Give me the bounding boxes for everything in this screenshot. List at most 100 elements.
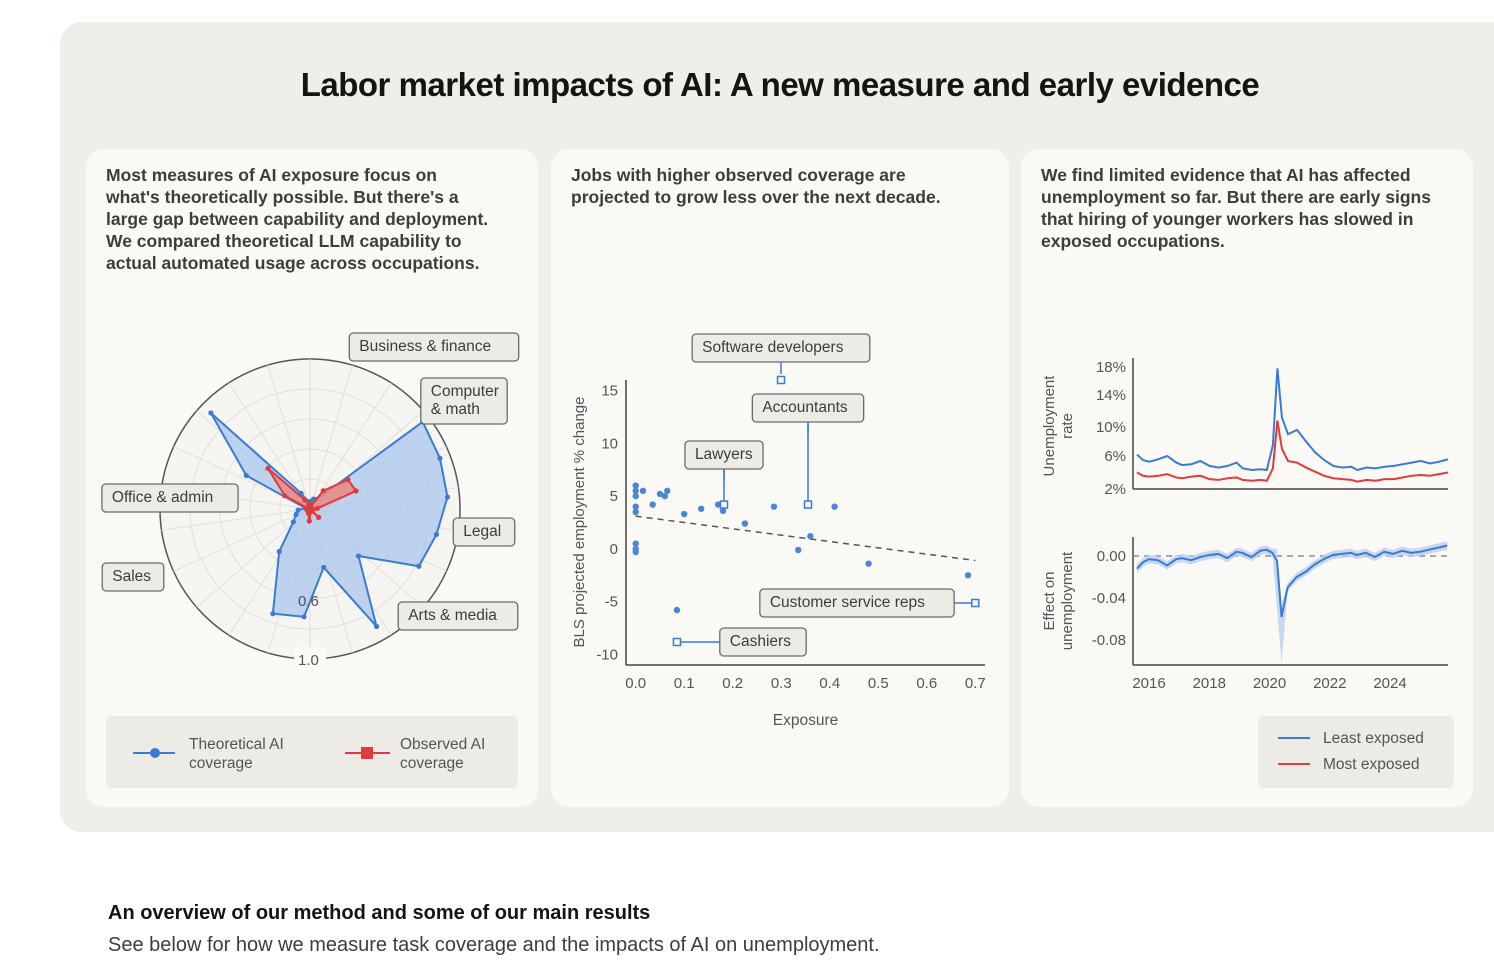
line-legend: Least exposed Most exposed [1258, 716, 1454, 788]
effect-y-tick: -0.04 [1092, 590, 1126, 607]
scatter-y-tick: -10 [596, 646, 618, 663]
panel-radar-text-line: We compared theoretical LLM capability t… [106, 231, 462, 251]
effect-confidence-band [1136, 541, 1448, 664]
callout-anchor [971, 598, 980, 608]
callout-lawyers: Lawyers [684, 440, 764, 470]
effect-chart: 0.00 -0.04 -0.08 2016 2018 2020 2022 2024 Effect… [1041, 537, 1448, 692]
callout-customer-service-reps-box [759, 588, 955, 618]
radar-spoke [173, 508, 311, 572]
panel-scatter-text-line: projected to grow less over the next dec… [571, 187, 941, 207]
observed-point [320, 488, 326, 494]
callout-anchor [719, 500, 729, 509]
least-exposed-line [1136, 368, 1449, 472]
observed-legend-label: Observed AI coverage [400, 735, 485, 773]
callout-customer-service-reps: Customer service reps [759, 588, 955, 618]
radar-tick-label: 0.6 [298, 593, 319, 610]
scatter-point [632, 508, 639, 516]
theoretical-point [208, 410, 214, 416]
scatter-point [639, 487, 647, 495]
scatter-point [632, 492, 639, 500]
theoretical-point [444, 494, 451, 500]
panel-unemployment-text-line: exposed occupations. [1041, 231, 1225, 251]
scatter-y-tick: 0 [610, 541, 618, 558]
observed-point [316, 514, 322, 520]
panel-radar-text-line: actual automated usage across occupation… [106, 253, 480, 273]
effect-x-tick: 2018 [1193, 675, 1226, 692]
radar-spoke [309, 382, 392, 510]
scatter-x-tick: 0.4 [819, 675, 840, 692]
panel-radar-text-line: large gap between capability and deploym… [106, 209, 489, 229]
scatter-x-tick: 0.1 [674, 675, 695, 692]
scatter-point [632, 548, 639, 556]
effect-x-tick: 2022 [1313, 675, 1346, 692]
effect-x-tick: 2024 [1373, 675, 1406, 692]
most-exposed-legend-label: Most exposed [1323, 756, 1420, 773]
scatter-x-tick: 0.3 [771, 675, 792, 692]
theoretical-point [276, 548, 282, 555]
panel-unemployment-text: We find limited evidence that AI has aff… [1041, 164, 1431, 252]
least-exposed-legend-label: Least exposed [1323, 730, 1424, 747]
scatter-x-label: Exposure [773, 712, 838, 729]
callout-software-developers: Software developers [691, 333, 871, 363]
panel-scatter: Jobs with higher observed coverage are p… [551, 149, 1009, 807]
legend-line: Observed AI [400, 736, 486, 753]
radar-label-business-finance-text: Business & finance [359, 338, 491, 355]
effect-y-tick: 0.00 [1097, 548, 1126, 565]
radar-label-legal-text: Legal [463, 523, 501, 540]
observed-point [353, 488, 359, 494]
radar-legend: Theoretical AI coverage Observed AI cove… [106, 716, 518, 788]
scatter-point [673, 606, 681, 614]
unemp-y-label: Unemploymentrate [1041, 375, 1076, 477]
theoretical-point [293, 511, 299, 518]
observed-point [306, 518, 312, 524]
effect-y-label: Effect onunemployment [1041, 551, 1076, 650]
callout-anchor [776, 375, 786, 385]
theoretical-legend-marker [133, 748, 175, 758]
effect-x-tick: 2020 [1253, 675, 1286, 692]
radar-label-arts-media-box [397, 601, 519, 631]
unemp-y-tick: 2% [1104, 481, 1126, 498]
theoretical-point [355, 553, 362, 559]
radar-label-office-admin-text: Office & admin [112, 489, 213, 506]
panel-scatter-text: Jobs with higher observed coverage are p… [571, 164, 941, 208]
radar-label-office-admin: Office & admin [101, 483, 239, 513]
radar-label-arts-media: Arts & media [397, 601, 519, 631]
radar-tick-label: 1.0 [298, 652, 319, 669]
most-exposed-line [1136, 420, 1449, 483]
radar-chart: 0.6 1.0 Business & finance Computer& math Le… [101, 332, 520, 669]
callout-anchor [803, 500, 813, 509]
callout-customer-service-reps-text: Customer service reps [770, 594, 925, 611]
theoretical-point [321, 564, 327, 571]
legend-line: Theoretical AI [189, 736, 284, 753]
radar-label-computer-math-text: Computer [431, 383, 499, 400]
theoretical-point [373, 623, 380, 630]
scatter-x-tick: 0.0 [625, 675, 646, 692]
scatter-point [632, 482, 639, 489]
scatter-x-tick: 0.2 [722, 675, 743, 692]
scatter-point [831, 503, 838, 510]
radar-spoke [161, 508, 311, 531]
scatter-y-tick: 10 [601, 435, 618, 452]
scatter-y-tick: -5 [605, 594, 618, 611]
callout-accountants-text: Accountants [762, 399, 848, 416]
radar-label-computer-math: Computer& math [420, 377, 508, 425]
scatter-point [807, 533, 814, 540]
radar-label-legal-box [452, 517, 516, 547]
radar-label-legal: Legal [452, 517, 516, 547]
effect-y-label-line: Effect on [1041, 572, 1058, 631]
callout-lawyers-text: Lawyers [695, 446, 753, 463]
radar-spoke [267, 364, 311, 510]
callout-anchor [672, 637, 682, 647]
observed-point [345, 477, 351, 483]
scatter-point [719, 507, 727, 515]
scatter-y-label: BLS projected employment % change [571, 397, 588, 648]
radar-label-office-admin-box [101, 483, 239, 513]
scatter-x-tick: 0.7 [965, 675, 986, 692]
observed-point [305, 506, 312, 512]
panel-unemployment-text-line: We find limited evidence that AI has aff… [1041, 165, 1411, 185]
observed-point [282, 493, 288, 499]
scatter-point [664, 487, 671, 495]
scatter-point [681, 510, 688, 518]
scatter-point [632, 540, 639, 547]
